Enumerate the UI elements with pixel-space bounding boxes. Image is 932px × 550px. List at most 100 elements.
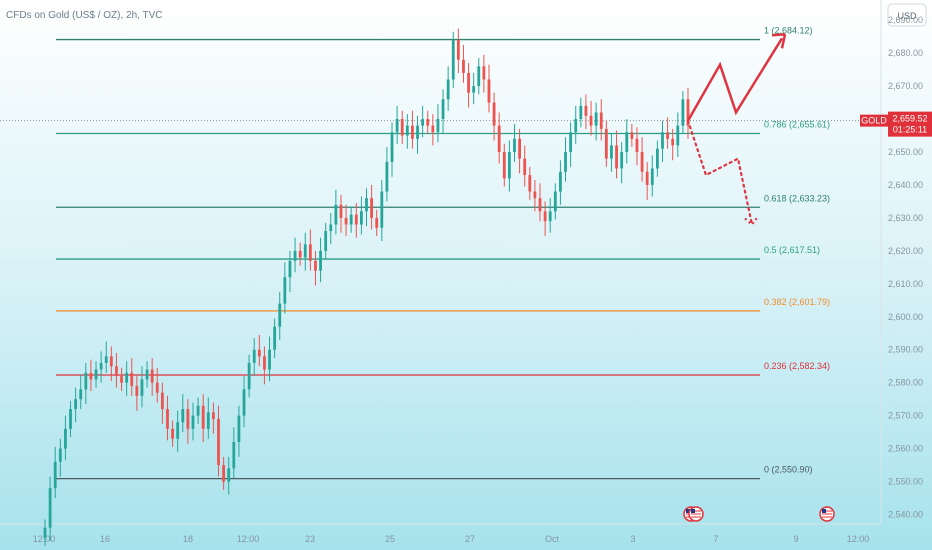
event-flag-icon[interactable] — [688, 506, 704, 522]
candle-body — [416, 125, 419, 139]
price-tick-label: 2,570.00 — [888, 411, 923, 421]
candle-body — [160, 392, 164, 410]
price-tick-label: 2,560.00 — [888, 444, 923, 454]
candle-body — [538, 198, 542, 212]
candle-body — [666, 132, 669, 139]
candle-body — [43, 527, 47, 538]
candle-body — [380, 191, 384, 228]
candle-body — [308, 244, 312, 261]
candle-body — [620, 152, 624, 169]
candle-body — [293, 250, 297, 261]
event-flag-icon[interactable] — [819, 506, 835, 522]
price-tick-label: 2,690.00 — [888, 15, 923, 25]
candle-body — [171, 428, 174, 439]
candle-body — [584, 105, 588, 116]
candle-body — [53, 461, 57, 489]
candle-body — [645, 171, 649, 185]
candle-body — [84, 372, 88, 390]
candle-body — [79, 389, 83, 400]
time-tick-label: 18 — [183, 534, 193, 544]
candle-body — [319, 250, 322, 271]
candle-body — [436, 119, 440, 133]
last-price-label: 2,659.52 — [892, 114, 927, 124]
candle-body — [630, 132, 634, 139]
candle-body — [426, 119, 430, 126]
candles — [43, 28, 690, 546]
price-tick-label: 2,550.00 — [888, 477, 923, 487]
time-tick-label: 3 — [630, 534, 635, 544]
candle-body — [513, 138, 516, 153]
candle-body — [349, 214, 353, 225]
candle-body — [385, 161, 389, 192]
candle-body — [268, 349, 271, 370]
candle-body — [109, 356, 113, 367]
candle-body — [594, 112, 598, 126]
time-tick-label: Oct — [545, 534, 560, 544]
candle-body — [431, 125, 435, 133]
candle-body — [579, 105, 583, 120]
time-tick-label: 23 — [305, 534, 315, 544]
candle-body — [89, 372, 93, 380]
candle-body — [640, 152, 644, 172]
candle-body — [518, 138, 521, 159]
candle-body — [339, 204, 343, 218]
candle-body — [507, 152, 511, 179]
fibonacci-levels: 1 (2,684.12) 0.786 (2,655.61) 0.618 (2,633… — [56, 26, 830, 480]
candle-body — [686, 99, 690, 126]
price-tick-label: 2,680.00 — [888, 48, 923, 58]
time-tick-label: 12:00 — [33, 534, 56, 544]
candle-body — [58, 448, 62, 462]
candle-body — [589, 115, 593, 126]
candle-body — [441, 99, 445, 120]
price-tick-label: 2,630.00 — [888, 213, 923, 223]
fib-level-label: 0 (2,550.90) — [764, 465, 813, 475]
candle-body — [604, 128, 608, 159]
candle-body — [492, 102, 496, 126]
candle-body — [390, 132, 394, 162]
time-tick-label: 12:00 — [237, 534, 260, 544]
time-tick-label: 9 — [793, 534, 798, 544]
price-tick-label: 2,670.00 — [888, 81, 923, 91]
price-tag-box — [888, 111, 932, 137]
candle-body — [232, 442, 236, 469]
candle-body — [477, 66, 481, 87]
candle-body — [263, 356, 266, 370]
time-tick-label: 12:00 — [847, 534, 870, 544]
candle-body — [135, 385, 139, 396]
price-tick-label: 2,610.00 — [888, 279, 923, 289]
price-tick-label: 2,600.00 — [888, 312, 923, 322]
candle-body — [411, 125, 414, 139]
candle-body — [99, 362, 103, 370]
candle-body — [191, 415, 195, 429]
candle-body — [145, 369, 149, 380]
candle-body — [625, 132, 629, 153]
candle-body — [257, 349, 261, 357]
candle-body — [599, 112, 603, 129]
candle-body — [166, 409, 169, 429]
candle-body — [548, 211, 552, 222]
bearish-projection-line — [686, 119, 754, 226]
candle-body — [104, 356, 108, 363]
candle-body — [69, 409, 72, 429]
symbol-tag-box — [860, 114, 888, 127]
candle-body — [543, 211, 547, 222]
candle-body — [217, 418, 220, 466]
candle-body — [446, 79, 450, 100]
price-tag: GOLD 2,659.52 01:25:11 — [860, 111, 932, 137]
currency-button[interactable]: USD — [887, 3, 927, 27]
time-axis: 12:00 16 18 12:00 23 25 27 Oct 3 7 9 12:00 — [33, 534, 870, 544]
candle-body — [125, 372, 129, 383]
candle-body — [314, 260, 317, 271]
candle-body — [564, 152, 567, 172]
candle-body — [681, 99, 685, 126]
candle-body — [298, 250, 302, 258]
candle-body — [115, 366, 118, 377]
projection-arrows — [686, 33, 787, 227]
price-tick-label: 2,650.00 — [888, 147, 923, 157]
candle-body — [334, 204, 338, 225]
candle-body — [676, 125, 680, 146]
candle-body — [661, 132, 664, 149]
